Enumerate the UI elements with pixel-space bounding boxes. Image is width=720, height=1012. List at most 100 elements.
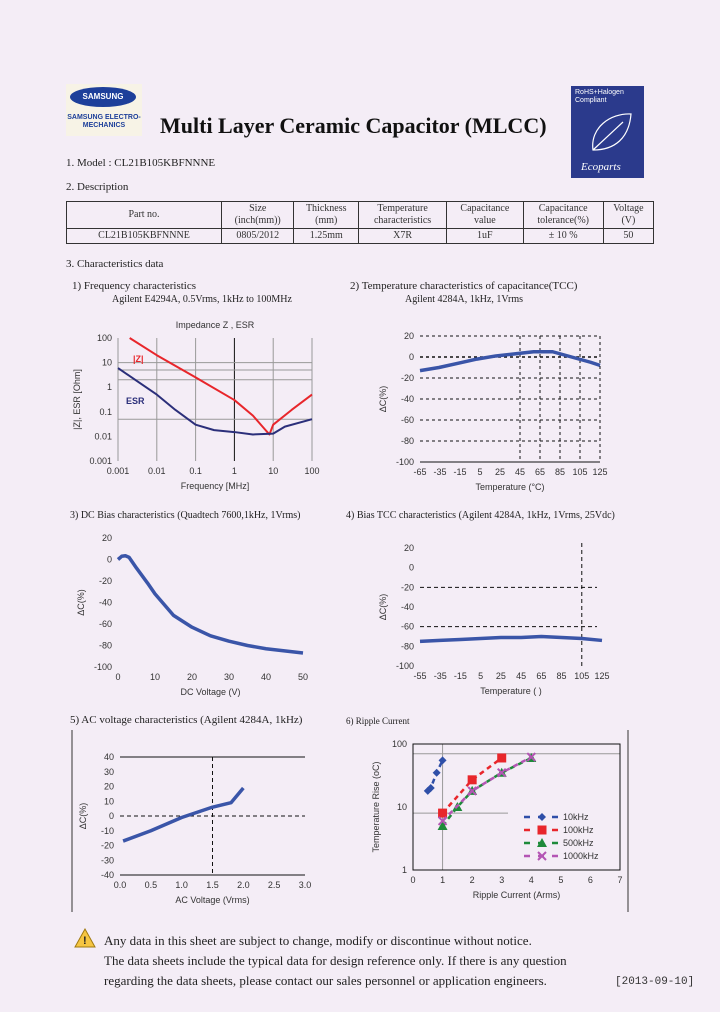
x-tick-label: 100	[304, 466, 319, 476]
marker-x	[497, 768, 507, 778]
y-tick-label: -60	[401, 622, 414, 632]
x-tick-label: 2.5	[268, 880, 281, 890]
series-line-data	[419, 634, 603, 644]
y-tick-label: 0.1	[99, 407, 112, 417]
marker-x	[526, 752, 536, 762]
x-tick-label: 5	[477, 467, 482, 477]
x-tick-label: 0.1	[189, 466, 202, 476]
disclaimer: Any data in this sheet are subject to ch…	[104, 931, 567, 991]
chart1-subheading: Agilent E4294A, 0.5Vrms, 1kHz to 100MHz	[112, 294, 292, 305]
x-tick-label: 105	[572, 467, 587, 477]
y-tick-label: -40	[401, 394, 414, 404]
chart2-subheading: Agilent 4284A, 1kHz, 1Vrms	[405, 294, 523, 305]
x-tick-label: 10	[150, 672, 160, 682]
y-axis-label: ΔC(%)	[378, 386, 388, 413]
y-tick-label: 20	[104, 782, 114, 792]
y-tick-label: 100	[97, 333, 112, 343]
header-thickness: Thickness (mm)	[293, 201, 359, 229]
y-tick-label: 0	[409, 563, 414, 573]
chart5-heading: 5) AC voltage characteristics (Agilent 4…	[70, 714, 303, 726]
marker-triangle	[437, 820, 448, 830]
x-tick-label: 1	[440, 875, 445, 885]
x-tick-label: 125	[594, 671, 609, 681]
header-size: Size (inch(mm))	[220, 201, 295, 229]
x-axis-label: DC Voltage (V)	[180, 687, 240, 697]
x-tick-label: 45	[516, 671, 526, 681]
y-axis-label: Temperature Rise (oC)	[371, 761, 381, 852]
x-tick-label: 105	[574, 671, 589, 681]
legend-label: 100kHz	[563, 825, 594, 835]
y-tick-label: 0	[409, 352, 414, 362]
chart6-heading: 6) Ripple Current	[346, 716, 410, 726]
x-axis-label: Temperature ( )	[480, 686, 542, 696]
x-tick-label: 85	[555, 467, 565, 477]
svg-text:!: !	[83, 935, 87, 947]
cell-size: 0805/2012	[220, 228, 295, 244]
marker-square	[438, 808, 448, 818]
x-axis-label: Ripple Current (Arms)	[473, 890, 561, 900]
series-line-data	[116, 553, 304, 655]
y-axis-label: ΔC(%)	[76, 589, 86, 616]
marker-x	[537, 851, 547, 861]
y-tick-label: 100	[392, 739, 407, 749]
y-tick-label: 10	[397, 802, 407, 812]
chart1-title: Impedance Z , ESR	[176, 320, 255, 330]
series-line-100kHz	[441, 756, 503, 814]
x-tick-label: 2.0	[237, 880, 250, 890]
description-heading: 2. Description	[66, 181, 129, 193]
disclaimer-line: The data sheets include the typical data…	[104, 953, 567, 968]
samsung-logo-oval: SAMSUNG	[70, 87, 136, 107]
samsung-logo-subtext: SAMSUNG ELECTRO-MECHANICS	[67, 114, 141, 129]
marker-diamond	[438, 756, 447, 765]
x-tick-label: 30	[224, 672, 234, 682]
x-axis-label: Temperature (°C)	[475, 482, 544, 492]
chart1-heading: 1) Frequency characteristics	[72, 280, 196, 292]
x-tick-label: 0	[115, 672, 120, 682]
x-tick-label: 7	[617, 875, 622, 885]
x-tick-label: 65	[535, 467, 545, 477]
x-tick-label: 6	[588, 875, 593, 885]
y-tick-label: -40	[101, 870, 114, 880]
y-tick-label: -20	[101, 841, 114, 851]
y-tick-label: 30	[104, 767, 114, 777]
y-tick-label: 0.001	[89, 456, 112, 466]
samsung-logo: SAMSUNG SAMSUNG ELECTRO-MECHANICS	[66, 84, 142, 136]
marker-square	[497, 753, 507, 763]
y-tick-label: -20	[401, 582, 414, 592]
y-tick-label: 10	[102, 358, 112, 368]
x-tick-label: 4	[529, 875, 534, 885]
marker-square	[537, 825, 547, 835]
x-tick-label: -55	[413, 671, 426, 681]
x-tick-label: 125	[592, 467, 607, 477]
y-tick-label: -10	[101, 826, 114, 836]
y-tick-label: -40	[99, 598, 112, 608]
x-tick-label: 5	[478, 671, 483, 681]
table-header-row: Part no. Size (inch(mm)) Thickness (mm) Te…	[66, 201, 655, 229]
table-row: CL21B105KBFNNNE 0805/2012 1.25mm X7R 1uF…	[66, 228, 655, 244]
y-tick-label: 20	[404, 543, 414, 553]
model-line: 1. Model : CL21B105KBFNNNE	[66, 157, 216, 169]
warning-icon: !	[74, 928, 96, 948]
y-tick-label: 20	[102, 533, 112, 543]
x-tick-label: 20	[187, 672, 197, 682]
x-tick-label: 3	[499, 875, 504, 885]
x-tick-label: -15	[453, 467, 466, 477]
x-axis-label: Frequency [MHz]	[181, 481, 250, 491]
plot-frame	[412, 743, 621, 871]
y-axis-label: ΔC(%)	[78, 803, 88, 830]
x-tick-label: 25	[495, 467, 505, 477]
x-tick-label: 40	[261, 672, 271, 682]
y-tick-label: -80	[401, 641, 414, 651]
y-tick-label: -100	[396, 661, 414, 671]
ecoparts-text: Ecoparts	[581, 161, 621, 173]
series-line-data	[419, 350, 601, 373]
x-tick-label: 0.5	[145, 880, 158, 890]
x-tick-label: -65	[413, 467, 426, 477]
x-tick-label: 0.01	[148, 466, 166, 476]
y-tick-label: 40	[104, 752, 114, 762]
chart3-heading: 3) DC Bias characteristics (Quadtech 760…	[70, 510, 301, 521]
x-tick-label: 3.0	[299, 880, 312, 890]
disclaimer-line: regarding the data sheets, please contac…	[104, 973, 547, 988]
chart4-heading: 4) Bias TCC characteristics (Agilent 428…	[346, 510, 615, 521]
